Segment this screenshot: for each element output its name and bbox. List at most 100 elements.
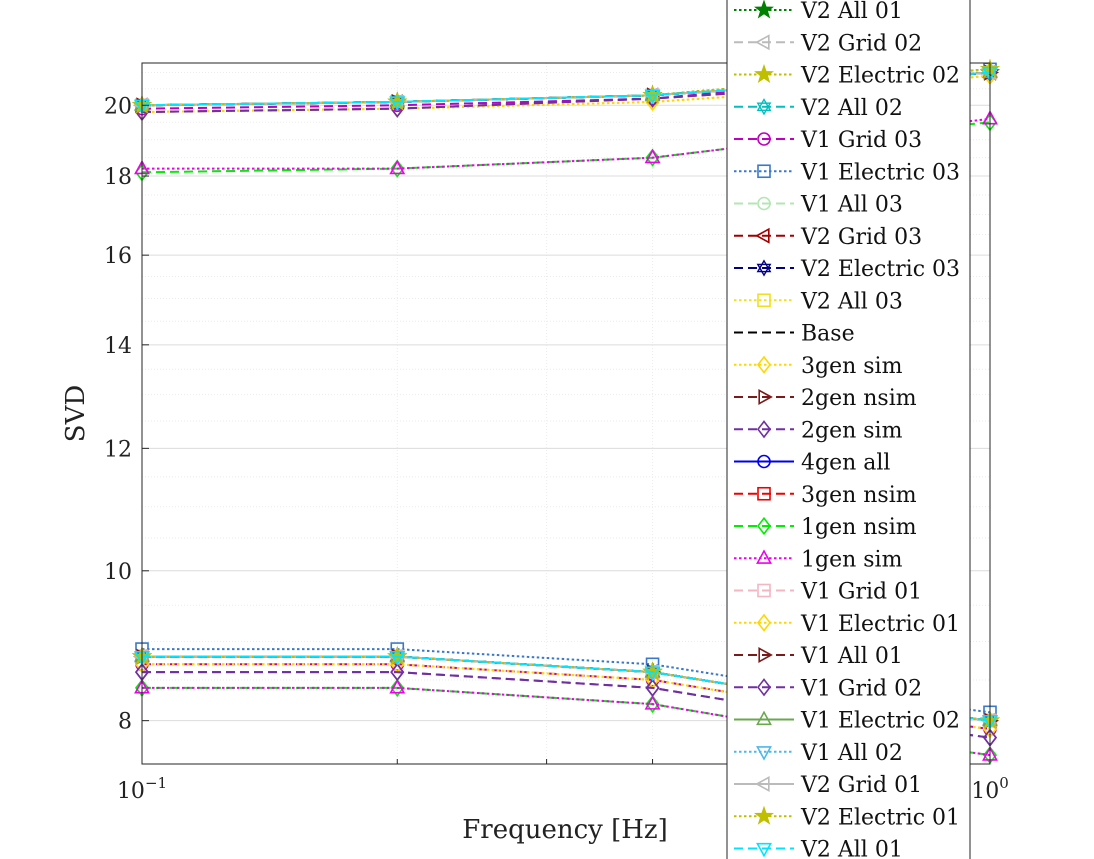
legend-item: Base <box>734 322 855 347</box>
legend-item: 2gen sim <box>734 418 903 443</box>
legend-item: V2 Grid 03 <box>734 225 922 250</box>
legend-marker <box>756 420 772 439</box>
legend-item: V1 Electric 01 <box>734 612 960 637</box>
legend-label: V2 All 01 <box>800 0 903 24</box>
legend-marker <box>756 259 772 277</box>
data-point <box>645 678 660 698</box>
legend-item: 3gen nsim <box>734 483 917 508</box>
data-point <box>644 89 661 105</box>
legend-label: V1 All 01 <box>800 644 903 669</box>
y-tick-label: 8 <box>118 710 132 735</box>
legend-marker <box>756 98 772 116</box>
legend-label: 2gen nsim <box>801 386 917 411</box>
legend-label: 1gen nsim <box>801 515 917 540</box>
legend-marker <box>754 63 774 84</box>
legend-marker <box>756 355 772 374</box>
data-point <box>389 679 406 694</box>
legend: V2 All 01 V2 Grid 02 V2 Electric 02 V2 All … <box>726 0 971 859</box>
legend-item: V1 Grid 02 <box>734 676 922 701</box>
y-tick-label: 16 <box>104 244 132 269</box>
series-line-upper <box>141 71 991 107</box>
legend-item: 2gen nsim <box>734 386 917 411</box>
legend-item: 4gen all <box>734 451 890 476</box>
legend-label: V1 Grid 02 <box>800 676 922 701</box>
data-point <box>644 148 661 164</box>
legend-item: V1 Grid 01 <box>734 580 922 605</box>
axes-frame <box>141 62 991 765</box>
legend-label: V1 Electric 03 <box>800 160 960 185</box>
data-point <box>389 96 406 111</box>
legend-marker <box>756 678 772 697</box>
legend-marker <box>757 583 771 598</box>
x-tick-label: 10−1 <box>117 774 167 804</box>
legend-label: V2 All 02 <box>800 96 903 121</box>
legend-marker <box>756 613 772 632</box>
legend-label: V1 All 03 <box>800 193 903 218</box>
legend-marker <box>754 0 774 19</box>
legend-label: 3gen sim <box>801 354 903 379</box>
legend-marker <box>757 293 771 308</box>
legend-marker <box>755 227 770 244</box>
data-point <box>390 159 405 178</box>
legend-item: V2 All 01 <box>734 0 903 24</box>
data-point <box>644 695 661 710</box>
legend-item: V2 All 02 <box>734 96 903 121</box>
legend-label: V1 Grid 03 <box>800 128 922 153</box>
data-point <box>390 662 405 682</box>
legend-label: 3gen nsim <box>801 483 917 508</box>
legend-marker <box>756 842 772 858</box>
legend-label: 4gen all <box>801 451 890 476</box>
data-point <box>645 148 660 167</box>
x-axis-label: Frequency [Hz] <box>462 815 668 845</box>
legend-marker <box>754 805 774 825</box>
legend-label: V2 Electric 01 <box>800 805 960 830</box>
data-point <box>389 159 406 175</box>
legend-label: V1 Electric 01 <box>800 612 960 637</box>
x-tick-label: 100 <box>971 774 1009 804</box>
legend-label: V2 Electric 02 <box>800 64 960 89</box>
legend-item: V2 Grid 01 <box>734 773 922 798</box>
legend-marker <box>758 389 773 405</box>
legend-label: V1 All 02 <box>800 741 903 766</box>
legend-label: 1gen sim <box>801 547 903 572</box>
data-point <box>645 694 660 714</box>
legend-marker <box>757 196 771 211</box>
legend-marker <box>756 516 772 536</box>
legend-item: V1 Electric 03 <box>734 160 960 185</box>
legend-marker <box>756 746 772 761</box>
y-tick-label: 20 <box>104 94 132 119</box>
data-point <box>390 678 405 698</box>
y-axis-label: SVD <box>61 385 91 442</box>
legend-item: V2 All 01 <box>734 838 903 859</box>
legend-label: V2 All 01 <box>800 838 903 859</box>
grid <box>142 63 990 764</box>
data-point <box>389 651 406 666</box>
legend-label: Base <box>801 322 855 347</box>
legend-label: V2 All 03 <box>800 289 903 314</box>
y-tick-label: 10 <box>104 560 132 585</box>
legend-item: V2 Grid 02 <box>734 31 922 56</box>
legend-marker <box>758 647 773 663</box>
legend-item: V1 All 03 <box>734 193 903 218</box>
legend-item: 1gen sim <box>734 547 903 572</box>
legend-marker <box>756 710 772 726</box>
legend-marker <box>755 776 770 792</box>
y-tick-label: 12 <box>104 437 132 462</box>
data-point <box>644 666 661 681</box>
legend-marker <box>756 549 772 564</box>
legend-item: V1 All 02 <box>734 741 903 766</box>
legend-label: V2 Grid 01 <box>800 773 922 798</box>
legend-item: 1gen nsim <box>734 515 917 540</box>
axis-ticks: 8 10 12 14 16 18 20 10−1 100 <box>104 94 1009 804</box>
series-line-upper <box>142 117 991 170</box>
legend-marker <box>757 132 771 146</box>
legend-item: V1 All 01 <box>734 644 903 669</box>
legend-label: V2 Grid 02 <box>800 31 922 56</box>
legend-label: 2gen sim <box>801 418 903 443</box>
legend-item: V1 Grid 03 <box>734 128 922 153</box>
legend-label: V1 Electric 02 <box>800 709 960 734</box>
legend-label: V1 Grid 01 <box>800 580 922 605</box>
legend-item: V1 Electric 02 <box>734 709 960 734</box>
legend-item: V2 Electric 01 <box>734 805 960 830</box>
